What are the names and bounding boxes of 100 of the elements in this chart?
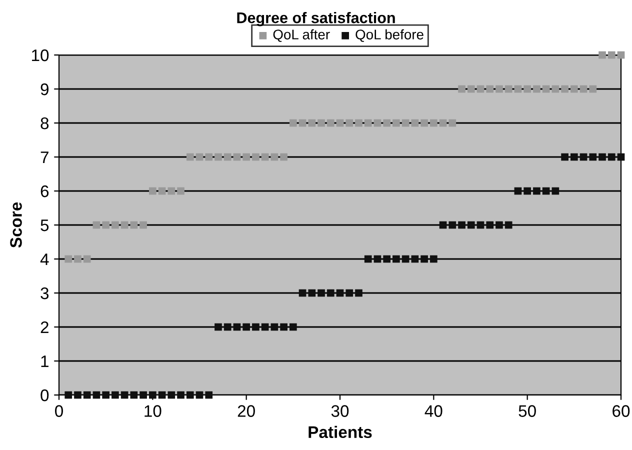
legend-label: QoL after xyxy=(273,29,330,42)
point xyxy=(392,255,400,263)
point xyxy=(476,221,484,229)
y-tick-label: 5 xyxy=(40,220,49,232)
point xyxy=(411,119,419,127)
point xyxy=(318,289,325,297)
point xyxy=(524,85,532,93)
point xyxy=(280,323,288,331)
y-tick-label: 8 xyxy=(40,117,49,130)
point xyxy=(168,187,176,195)
y-tick-label: 1 xyxy=(41,356,48,368)
x-tick-label: 40 xyxy=(424,405,442,417)
point xyxy=(430,255,438,263)
point xyxy=(140,391,147,399)
point xyxy=(617,51,625,59)
point xyxy=(542,85,550,93)
point xyxy=(242,323,250,331)
point xyxy=(552,187,560,195)
point xyxy=(120,391,128,399)
point xyxy=(224,153,232,161)
point xyxy=(580,153,588,161)
point xyxy=(336,289,344,297)
point xyxy=(448,221,456,229)
point xyxy=(289,323,297,331)
point xyxy=(364,255,372,263)
point xyxy=(402,119,410,127)
point xyxy=(130,221,138,229)
point xyxy=(383,255,391,263)
point xyxy=(514,187,522,195)
point xyxy=(589,85,597,93)
point xyxy=(542,187,550,195)
point xyxy=(289,119,297,127)
point xyxy=(186,153,194,161)
point xyxy=(92,221,100,229)
point xyxy=(196,153,204,161)
point xyxy=(92,391,100,399)
point xyxy=(430,119,438,127)
point xyxy=(148,187,156,195)
point xyxy=(83,391,91,399)
point xyxy=(326,119,334,127)
y-tick-label: 10 xyxy=(32,49,49,62)
point xyxy=(467,221,475,229)
point xyxy=(120,221,128,229)
point xyxy=(177,187,184,195)
point xyxy=(233,153,241,161)
point xyxy=(420,255,428,263)
point xyxy=(270,323,278,331)
point xyxy=(214,153,222,161)
x-tick-label: 60 xyxy=(612,405,630,417)
point xyxy=(533,187,540,195)
point xyxy=(196,391,204,399)
point xyxy=(467,85,475,93)
point xyxy=(130,391,138,399)
point xyxy=(580,85,588,93)
point xyxy=(514,85,522,93)
point xyxy=(402,255,410,263)
point xyxy=(552,85,560,93)
point xyxy=(74,255,82,263)
x-tick-label: 10 xyxy=(144,405,162,417)
point xyxy=(83,255,91,263)
point xyxy=(64,391,72,399)
point xyxy=(308,119,316,127)
point xyxy=(346,119,354,127)
point xyxy=(280,153,288,161)
y-tick-label: 4 xyxy=(40,254,49,266)
point xyxy=(148,391,156,399)
point xyxy=(504,221,512,229)
point xyxy=(205,391,213,399)
x-axis-title: Patients xyxy=(308,426,372,438)
point xyxy=(458,85,466,93)
point xyxy=(355,119,362,127)
point xyxy=(439,221,447,229)
y-tick-label: 0 xyxy=(40,389,49,402)
y-tick-label: 6 xyxy=(40,185,49,198)
point xyxy=(102,221,110,229)
point xyxy=(420,119,428,127)
point xyxy=(476,85,484,93)
y-tick-label: 9 xyxy=(40,83,48,96)
point xyxy=(411,255,419,263)
point xyxy=(186,391,194,399)
point xyxy=(617,153,625,161)
point xyxy=(496,85,503,93)
point xyxy=(261,153,269,161)
point xyxy=(233,323,241,331)
point xyxy=(112,221,119,229)
point xyxy=(589,153,597,161)
point xyxy=(158,391,166,399)
point xyxy=(439,119,447,127)
y-axis-title: Score xyxy=(10,202,22,248)
point xyxy=(224,323,232,331)
point xyxy=(318,119,325,127)
point xyxy=(392,119,400,127)
point xyxy=(448,119,456,127)
point xyxy=(242,153,250,161)
point xyxy=(270,153,278,161)
point xyxy=(608,153,616,161)
point xyxy=(326,289,334,297)
point xyxy=(140,221,147,229)
point xyxy=(336,119,344,127)
point xyxy=(598,51,606,59)
